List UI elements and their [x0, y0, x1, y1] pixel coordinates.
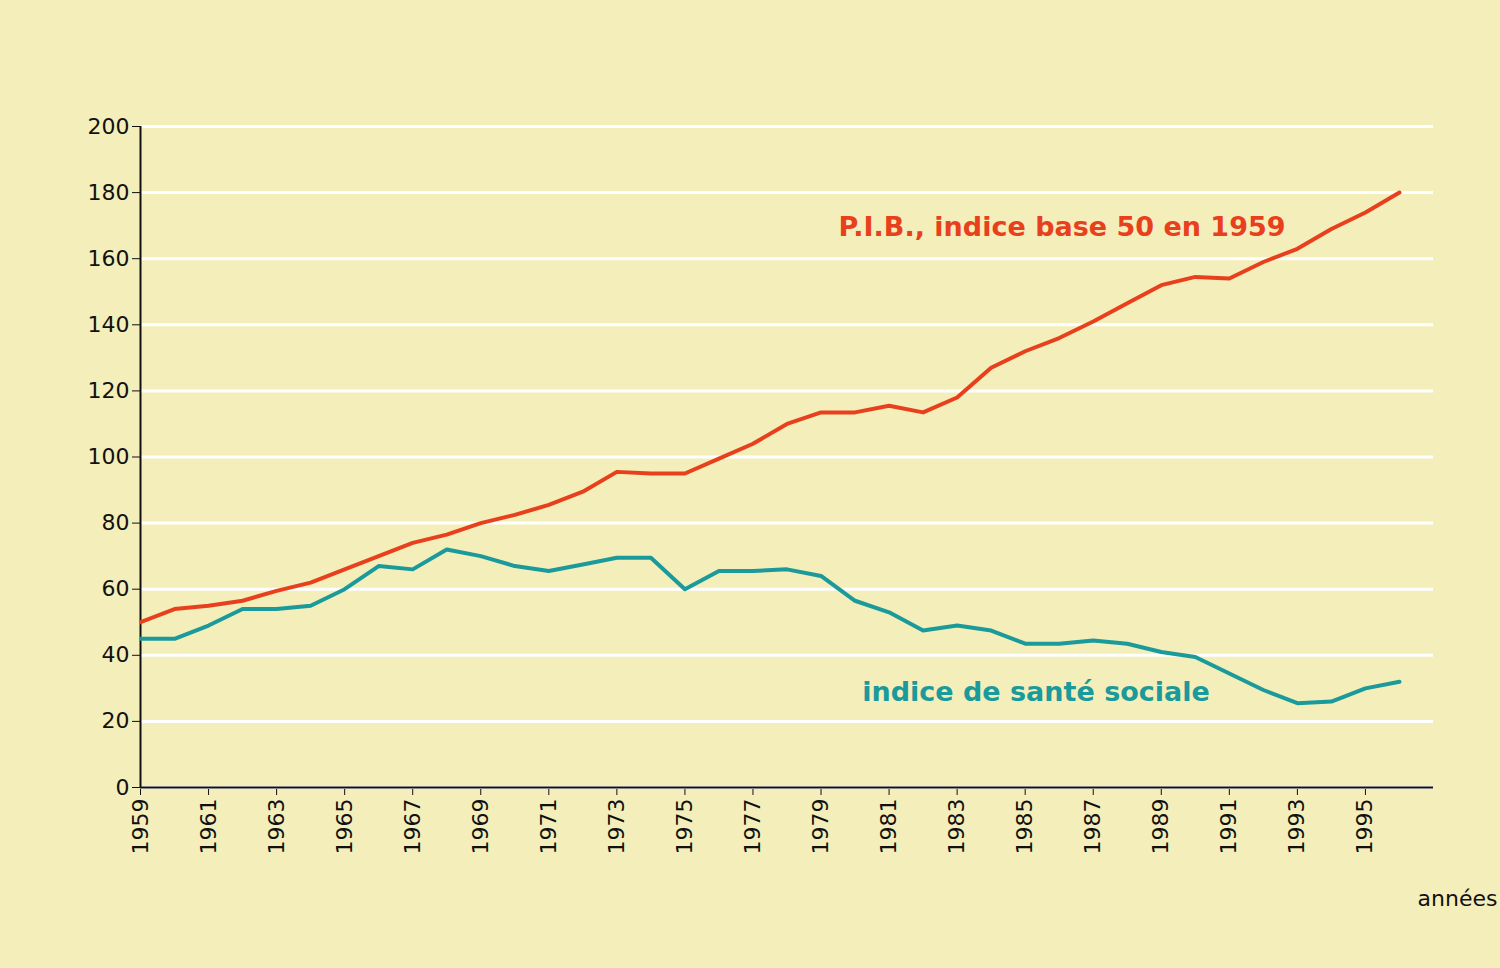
- svg-text:200: 200: [88, 114, 130, 139]
- svg-text:1979: 1979: [808, 799, 833, 855]
- svg-text:1965: 1965: [332, 799, 357, 855]
- svg-text:1975: 1975: [672, 799, 697, 855]
- svg-text:140: 140: [88, 312, 130, 337]
- html-text:P.I.B., indice base 50 en 1959: P.I.B., indice base 50 en 1959: [838, 210, 1286, 242]
- svg-text:120: 120: [88, 378, 130, 403]
- svg-text:1995: 1995: [1352, 799, 1377, 855]
- svg-text:1977: 1977: [740, 799, 765, 855]
- svg-text:1967: 1967: [400, 799, 425, 855]
- svg-text:1973: 1973: [604, 799, 629, 855]
- svg-text:1963: 1963: [264, 799, 289, 855]
- html-text:indice de santé sociale: indice de santé sociale: [862, 675, 1210, 707]
- svg-text:160: 160: [88, 246, 130, 271]
- svg-text:40: 40: [102, 642, 130, 667]
- svg-text:80: 80: [102, 510, 130, 535]
- svg-text:1987: 1987: [1080, 799, 1105, 855]
- svg-text:0: 0: [116, 775, 130, 800]
- svg-text:20: 20: [102, 708, 130, 733]
- svg-text:1993: 1993: [1284, 799, 1309, 855]
- svg-text:1985: 1985: [1012, 799, 1037, 855]
- svg-text:1983: 1983: [944, 799, 969, 855]
- svg-text:1981: 1981: [876, 799, 901, 855]
- svg-text:60: 60: [102, 576, 130, 601]
- svg-text:1961: 1961: [196, 799, 221, 855]
- svg-text:180: 180: [88, 180, 130, 205]
- svg-text:1969: 1969: [468, 799, 493, 855]
- svg-text:1959: 1959: [128, 799, 153, 855]
- svg-text:1989: 1989: [1148, 799, 1173, 855]
- svg-text:100: 100: [88, 444, 130, 469]
- svg-text:années: années: [1418, 886, 1498, 911]
- svg-text:1991: 1991: [1216, 799, 1241, 855]
- svg-text:1971: 1971: [536, 799, 561, 855]
